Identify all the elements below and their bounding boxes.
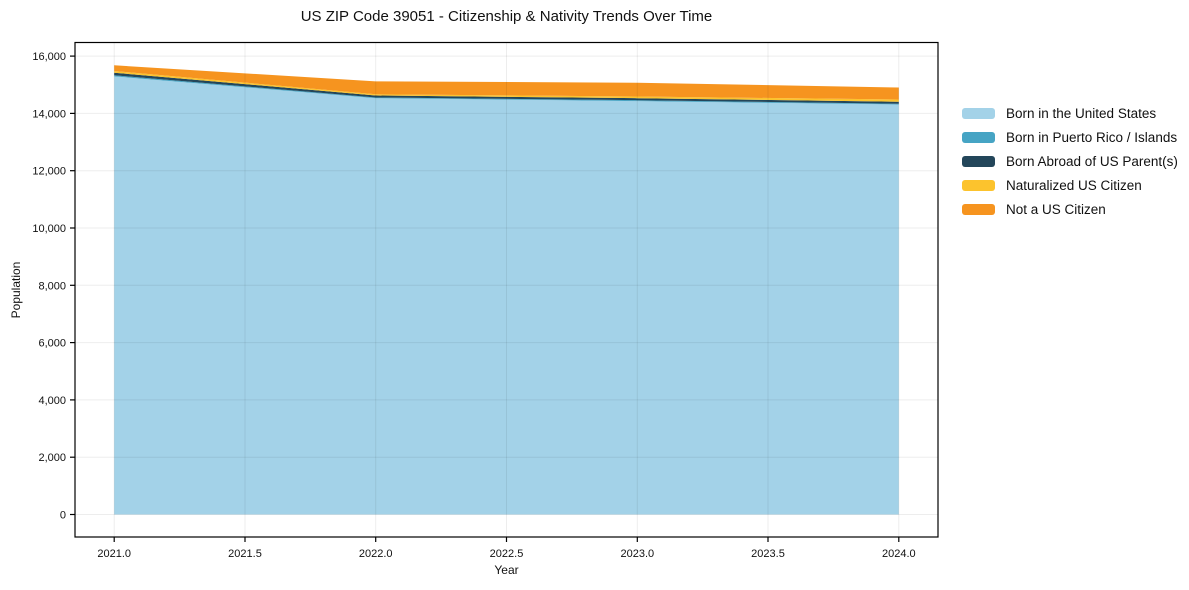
area-series-not-a-us-citizen [114,65,899,100]
legend-label: Born in Puerto Rico / Islands [1006,129,1178,145]
y-tick-label: 2,000 [38,452,66,464]
y-tick-label: 0 [60,510,66,522]
legend-swatch-born-in-puerto-rico-islands [962,131,995,143]
y-tick-label: 10,000 [32,223,66,235]
legend-label: Born in the United States [1006,105,1157,121]
x-tick-label: 2021.5 [228,548,262,560]
legend-swatch-born-abroad-of-us-parents [962,155,995,167]
legend-item-born-in-puerto-rico-islands: Born in Puerto Rico / Islands [952,125,1178,149]
legend-swatch-naturalized-us-citizen [962,179,995,191]
x-tick-label: 2021.0 [97,548,131,560]
y-axis-label: Population [9,261,23,319]
x-tick-label: 2022.5 [490,548,524,560]
chart-title: US ZIP Code 39051 - Citizenship & Nativi… [300,8,713,25]
legend-item-born-in-the-united-states: Born in the United States [952,101,1178,125]
y-tick-label: 6,000 [38,338,66,350]
x-tick-label: 2023.5 [751,548,785,560]
area-series-born-abroad-of-us-parent-s [114,72,899,104]
legend-swatch-born-in-the-united-states [962,107,995,119]
x-axis-label: Year [494,563,519,577]
y-tick-label: 8,000 [38,280,66,292]
x-tick-label: 2024.0 [882,548,916,560]
legend-item-born-abroad-of-us-parents: Born Abroad of US Parent(s) [952,149,1178,173]
legend-label: Born Abroad of US Parent(s) [1006,153,1178,169]
legend-item-not-a-us-citizen: Not a US Citizen [952,197,1178,221]
y-tick-label: 16,000 [32,51,66,63]
y-tick-label: 4,000 [38,395,66,407]
legend-label: Naturalized US Citizen [1006,177,1142,193]
legend: Born in the United States Born in Puerto… [952,101,1178,221]
y-tick-label: 12,000 [32,166,66,178]
legend-swatch-not-a-us-citizen [962,203,995,215]
x-tick-label: 2023.0 [620,548,654,560]
legend-label: Not a US Citizen [1006,201,1106,217]
y-tick-label: 14,000 [32,108,66,120]
area-series-born-in-the-united-states [114,76,899,515]
area-series-naturalized-us-citizen [114,71,899,102]
legend-item-naturalized-us-citizen: Naturalized US Citizen [952,173,1178,197]
x-tick-label: 2022.0 [359,548,393,560]
